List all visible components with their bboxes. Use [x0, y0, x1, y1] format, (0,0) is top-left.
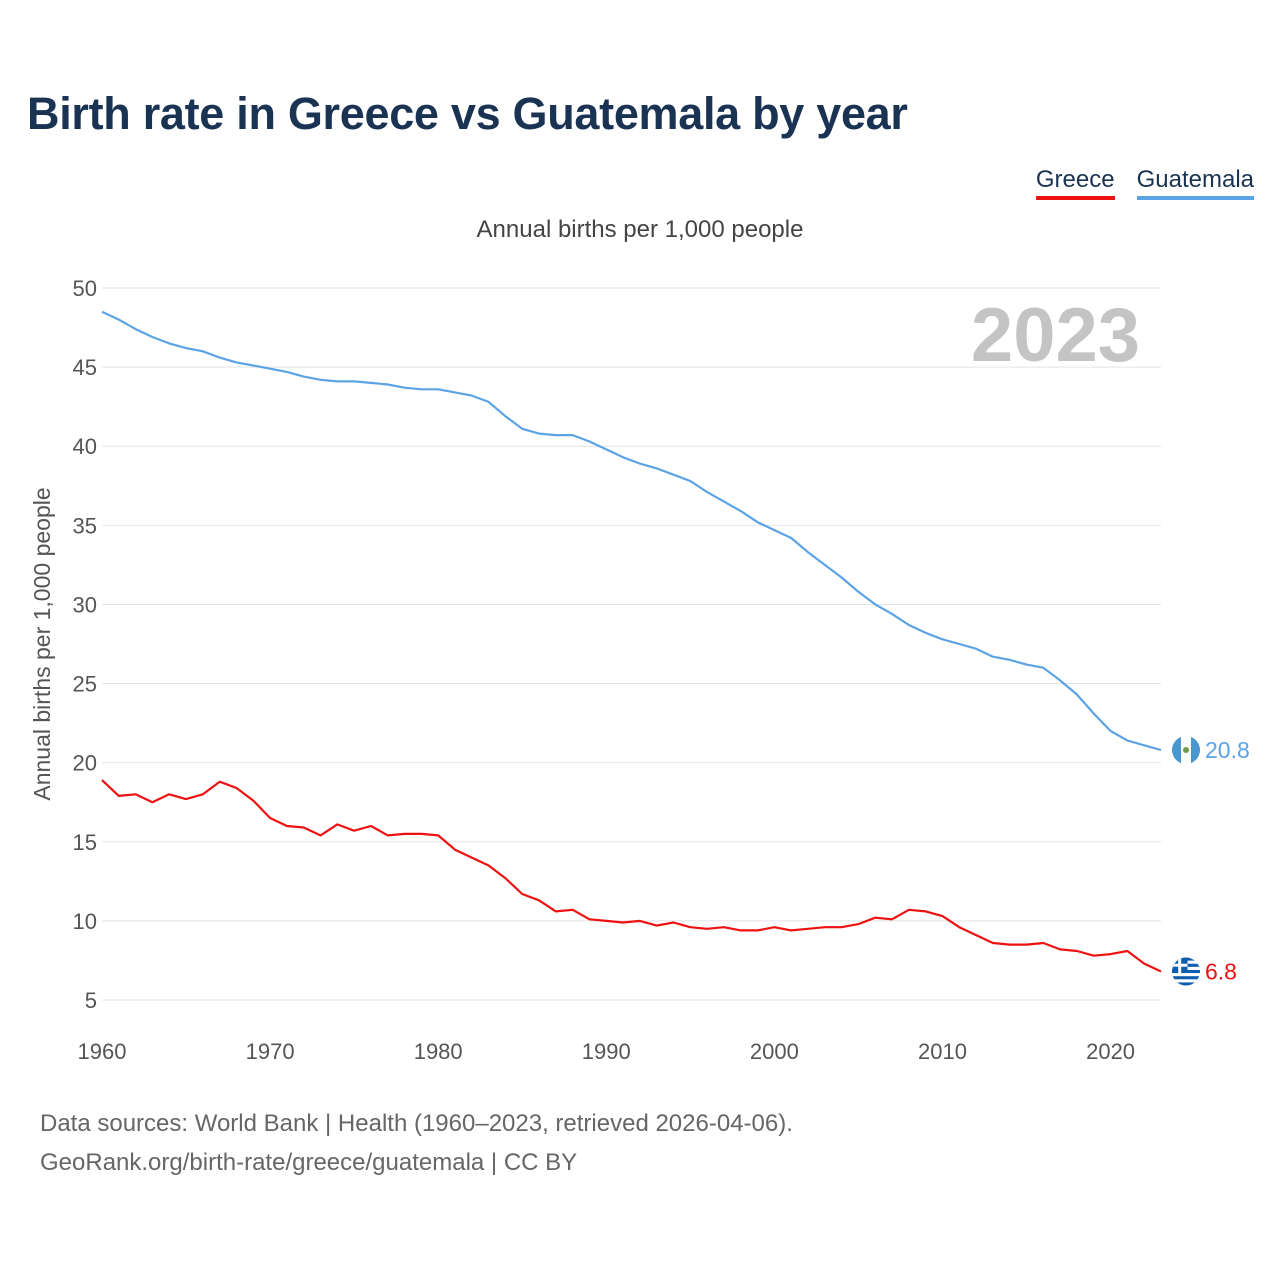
y-tick-label: 20 — [73, 751, 97, 776]
series-line-guatemala — [101, 310, 1162, 752]
greece-flag-icon — [1172, 957, 1200, 986]
y-axis-label: Annual births per 1,000 people — [29, 487, 55, 800]
x-tick-label: 2000 — [750, 1039, 799, 1064]
legend-item-greece[interactable]: Greece — [1035, 166, 1115, 200]
y-tick-label: 30 — [73, 592, 97, 617]
year-label: 2023 — [971, 293, 1140, 378]
y-tick-label: 50 — [73, 276, 97, 301]
source-link[interactable]: GeoRank.org/birth-rate/greece/guatemala … — [40, 1149, 578, 1176]
y-tick-label: 40 — [73, 434, 97, 459]
y-tick-label: 45 — [73, 355, 97, 380]
chart-title: Birth rate in Greece vs Guatemala by yea… — [27, 88, 908, 139]
x-tick-label: 2010 — [918, 1039, 967, 1064]
legend-item-guatemala[interactable]: Guatemala — [1136, 166, 1254, 200]
x-tick-label: 2020 — [1086, 1039, 1135, 1064]
end-label-greece: 6.8 — [1205, 959, 1237, 985]
y-tick-label: 15 — [73, 830, 97, 855]
footer: Data sources: World Bank | Health (1960–… — [40, 1104, 793, 1182]
y-tick-label: 10 — [73, 909, 97, 934]
y-tick-label: 35 — [73, 513, 97, 538]
x-tick-label: 1990 — [582, 1039, 631, 1064]
x-tick-label: 1980 — [414, 1039, 463, 1064]
x-tick-label: 1970 — [246, 1039, 295, 1064]
series-line-greece — [101, 779, 1162, 973]
guatemala-flag-icon — [1172, 736, 1200, 765]
y-tick-label: 25 — [73, 672, 97, 697]
chart-subtitle: Annual births per 1,000 people — [476, 216, 804, 243]
x-tick-label: 1960 — [78, 1039, 127, 1064]
end-label-guatemala: 20.8 — [1205, 737, 1250, 763]
legend: Greece Guatemala — [1035, 166, 1254, 200]
y-tick-label: 5 — [85, 988, 97, 1013]
source-note: Data sources: World Bank | Health (1960–… — [40, 1110, 793, 1137]
